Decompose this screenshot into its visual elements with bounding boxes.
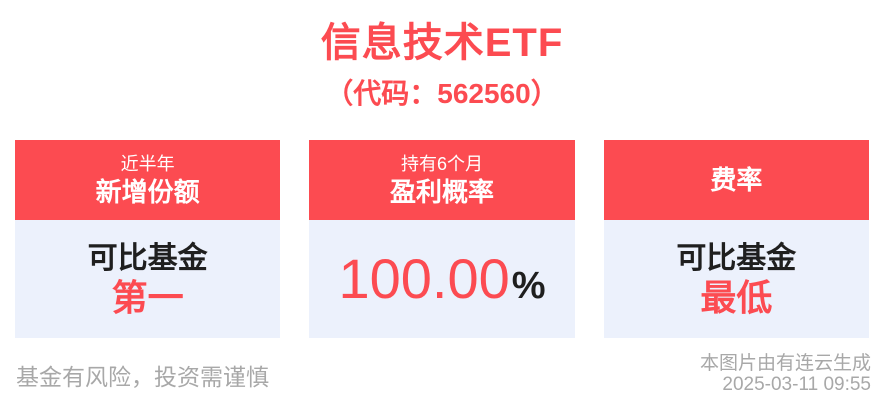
card-fee-rate: 费率 可比基金 最低 xyxy=(603,140,869,338)
fund-code: （代码：562560） xyxy=(325,78,559,109)
probability-percent-sign: % xyxy=(511,265,546,307)
card-new-shares: 近半年 新增份额 可比基金 第一 xyxy=(15,140,281,338)
card-fee-rate-header: 费率 xyxy=(603,140,869,220)
stat-cards: 近半年 新增份额 可比基金 第一 持有6个月 盈利概率 100.00 % xyxy=(15,140,869,338)
risk-disclaimer: 基金有风险，投资需谨慎 xyxy=(16,364,269,390)
card-new-shares-period: 近半年 xyxy=(120,154,175,174)
card-profit-probability-header: 持有6个月 盈利概率 xyxy=(309,140,575,220)
probability-value-row: 100.00 % xyxy=(338,249,545,309)
card-new-shares-body: 可比基金 第一 xyxy=(15,220,281,338)
card-profit-probability-metric: 盈利概率 xyxy=(389,177,494,207)
card-profit-probability-body: 100.00 % xyxy=(309,220,575,338)
card-new-shares-metric: 新增份额 xyxy=(95,177,200,207)
probability-value: 100.00 xyxy=(338,247,510,310)
generator-credit: 本图片由有连云生成 2025-03-11 09:55 xyxy=(700,353,871,395)
fund-title: 信息技术ETF xyxy=(320,21,564,65)
card-fee-rate-metric: 费率 xyxy=(710,165,763,195)
card-profit-probability: 持有6个月 盈利概率 100.00 % xyxy=(309,140,575,338)
generated-timestamp: 2025-03-11 09:55 xyxy=(722,374,871,395)
generator-credit-text: 本图片由有连云生成 xyxy=(699,353,871,374)
card-new-shares-header: 近半年 新增份额 xyxy=(15,140,281,220)
card-fee-rate-rank: 最低 xyxy=(700,276,773,318)
card-new-shares-rank: 第一 xyxy=(111,276,184,318)
card-profit-probability-period: 持有6个月 xyxy=(400,154,483,174)
card-fee-rate-compare-label: 可比基金 xyxy=(676,241,797,275)
card-fee-rate-body: 可比基金 最低 xyxy=(603,220,869,338)
card-new-shares-compare-label: 可比基金 xyxy=(87,241,208,275)
